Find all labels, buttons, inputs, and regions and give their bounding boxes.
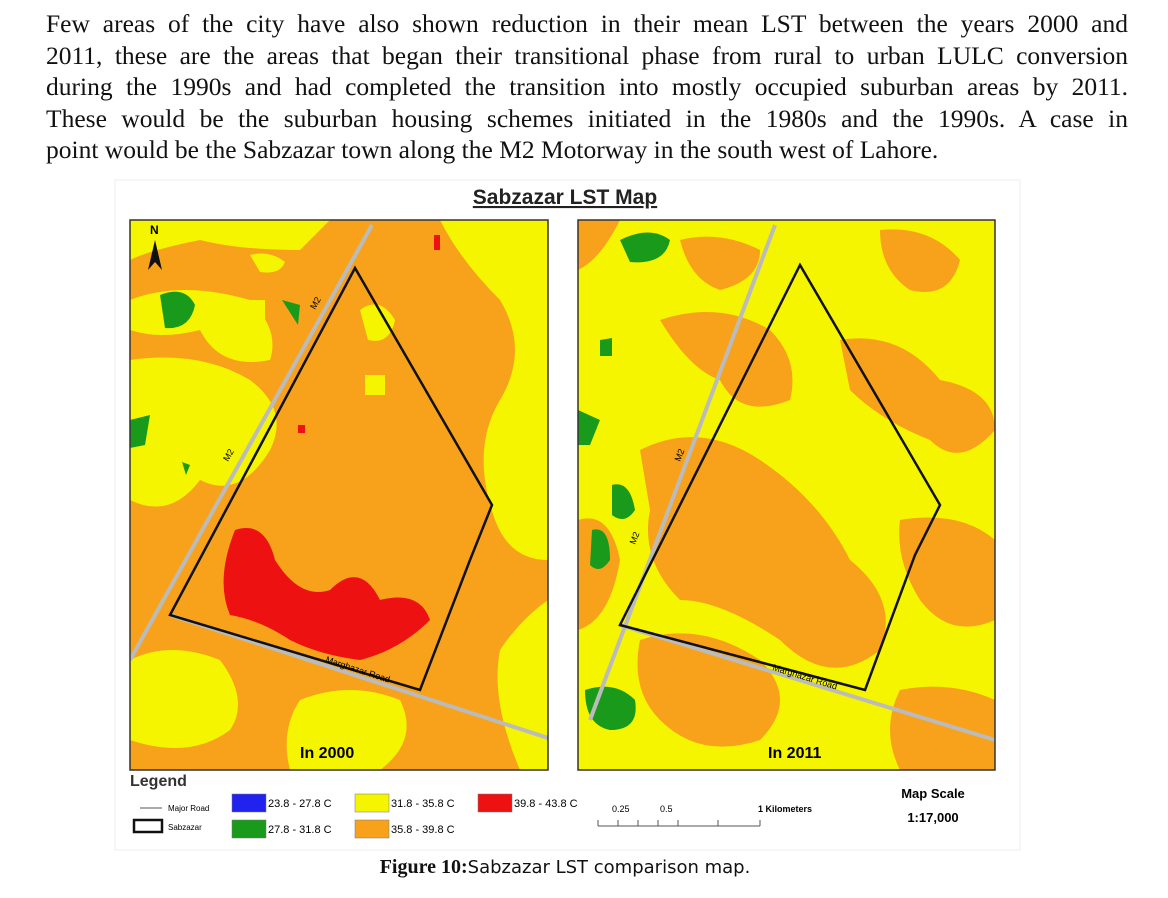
- road-label: M2: [673, 447, 687, 462]
- scale-label: 0.5: [660, 804, 673, 814]
- text-line: point would be the Sabzazar town along t…: [46, 135, 939, 164]
- text-line: 2011, these are the areas that began the…: [46, 40, 1128, 70]
- paragraph: Few areas of the city have also shown re…: [46, 8, 1128, 166]
- caption: Figure 10:Sabzazar LST comparison map.: [0, 856, 1130, 879]
- caption-number: Figure 10:: [379, 856, 468, 878]
- legend-boundary: [132, 818, 164, 834]
- legend-swatch: [231, 819, 267, 839]
- legend-label: Sabzazar: [168, 823, 202, 832]
- map-scale-title: Map Scale: [901, 786, 965, 801]
- text-line: These would be the suburban housing sche…: [46, 103, 1128, 133]
- map-title: Sabzazar LST Map: [473, 186, 657, 209]
- map-2000: M2 M2 Marghazar Road N: [130, 220, 548, 770]
- panel-label: In 2011: [768, 745, 821, 762]
- panel-label: In 2000: [300, 745, 354, 762]
- panel-frame: [129, 219, 549, 771]
- caption-text: Sabzazar LST comparison map.: [467, 857, 751, 878]
- legend-swatch: [231, 793, 267, 813]
- text-line: during the 1990s and had completed the t…: [46, 72, 1128, 101]
- legend-label: 31.8 - 35.8 C: [391, 798, 455, 810]
- legend-label: 39.8 - 43.8 C: [514, 798, 578, 810]
- legend-label: 27.8 - 31.8 C: [268, 824, 332, 836]
- legend-label: 23.8 - 27.8 C: [268, 798, 332, 810]
- text-line: Few areas of the city have also shown re…: [46, 9, 1128, 38]
- legend-swatch: [354, 793, 390, 813]
- map-2011: M2 M2 Marghazar Road: [578, 220, 995, 770]
- legend-title: Legend: [130, 773, 187, 790]
- scale-label: 0.25: [612, 804, 630, 814]
- north-arrow: N: [150, 223, 159, 237]
- scale-label: 1 Kilometers: [758, 804, 812, 814]
- legend-label: Major Road: [168, 804, 209, 813]
- legend-swatch: [354, 819, 390, 839]
- legend-swatch: [477, 793, 513, 813]
- panel-frame: [577, 219, 996, 771]
- map-scale-value: 1:17,000: [907, 810, 958, 825]
- legend-label: 35.8 - 39.8 C: [391, 824, 455, 836]
- road-label: M2: [628, 530, 642, 545]
